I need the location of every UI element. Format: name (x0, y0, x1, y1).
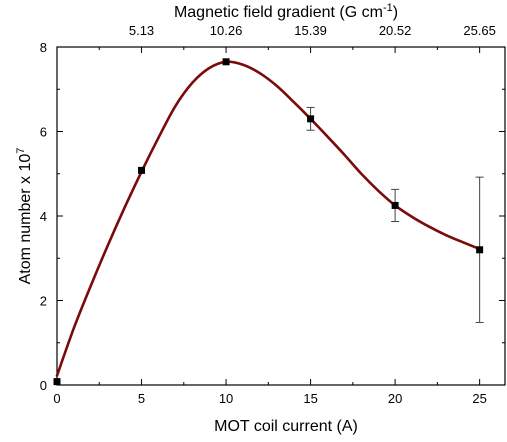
y-tick-label: 4 (40, 209, 47, 224)
y-axis-title-main: Atom number x 10 (17, 154, 34, 285)
y-tick-label: 8 (40, 40, 47, 55)
x2-tick-label: 10.26 (210, 23, 243, 38)
x2-axis-title-close: ) (393, 4, 398, 21)
x2-tick-label: 25.65 (463, 23, 496, 38)
x2-tick-label: 5.13 (129, 23, 154, 38)
y-axis-title: Atom number x 107 (15, 148, 34, 285)
data-point (391, 201, 399, 209)
error-bar-group (306, 106, 484, 323)
x2-axis-title-superscript: -1 (383, 2, 393, 14)
x2-tick-label: 15.39 (294, 23, 327, 38)
y-tick-label: 6 (40, 125, 47, 140)
x-tick-label: 10 (219, 391, 233, 406)
data-point (307, 115, 315, 123)
x2-tick-label: 20.52 (379, 23, 412, 38)
data-point (138, 166, 146, 174)
x-tick-label: 20 (388, 391, 402, 406)
y-tick-label: 2 (40, 294, 47, 309)
fit-curve-line (55, 60, 481, 377)
x2-axis-title-main: Magnetic field gradient (G cm (174, 4, 383, 21)
data-point (476, 246, 484, 254)
tick-group: 0 5 10 15 20 25 5.13 10.26 15.39 20.52 25.65 0 2 4 6 8 (40, 23, 505, 406)
y-tick-label: 0 (40, 378, 47, 393)
x-tick-label: 25 (472, 391, 486, 406)
x-tick-label: 15 (303, 391, 317, 406)
plot-frame-group (56, 46, 506, 386)
x-tick-label: 0 (53, 391, 60, 406)
x-tick-label: 5 (138, 391, 145, 406)
y-axis-title-superscript: 7 (15, 148, 27, 154)
plot-frame (56, 46, 506, 386)
fit-curve-group (55, 60, 481, 377)
x-axis-title: MOT coil current (A) (214, 418, 358, 435)
x2-axis-title: Magnetic field gradient (G cm-1) (174, 2, 398, 21)
data-point (222, 58, 230, 66)
